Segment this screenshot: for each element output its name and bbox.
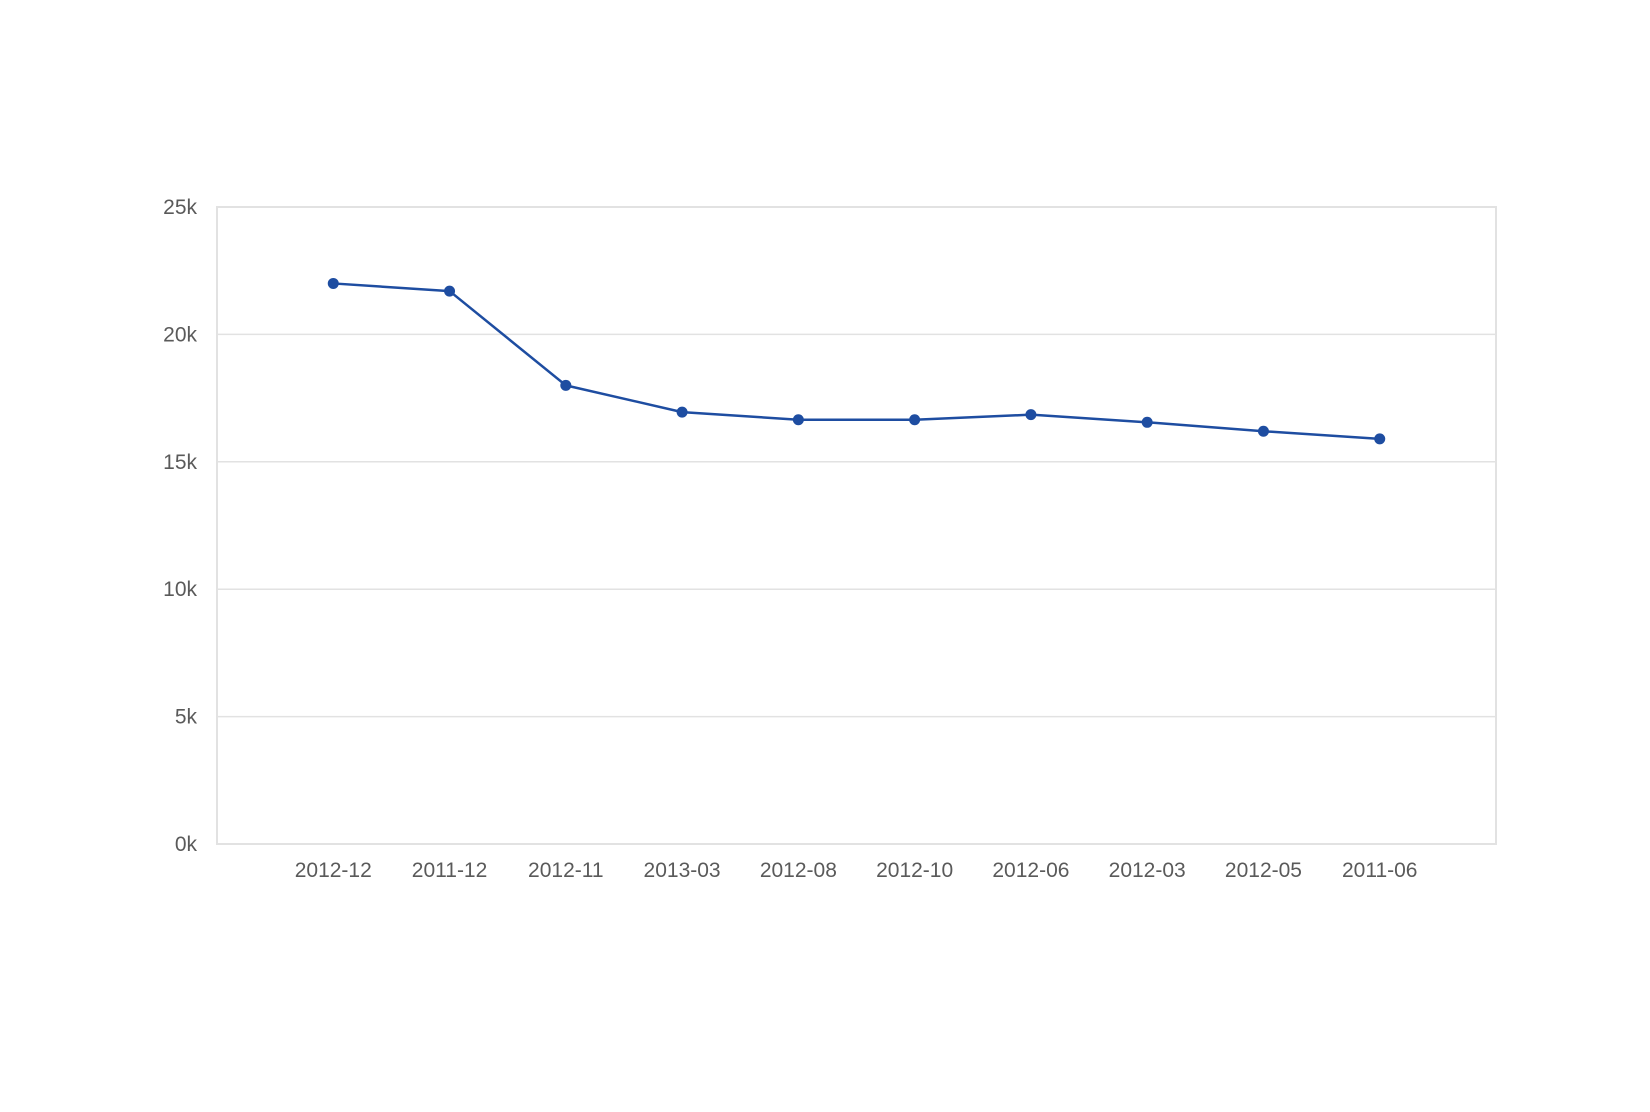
y-axis-tick-label: 10k bbox=[163, 578, 197, 601]
data-point bbox=[444, 285, 456, 297]
y-axis-tick-label: 15k bbox=[163, 451, 197, 474]
data-point bbox=[1025, 409, 1037, 421]
data-point bbox=[1141, 416, 1153, 428]
x-axis-tick-label: 2011-06 bbox=[1342, 859, 1418, 882]
y-axis-tick-label: 5k bbox=[175, 706, 198, 729]
data-point bbox=[792, 414, 804, 426]
plot-border bbox=[216, 206, 1497, 845]
data-line bbox=[332, 282, 1381, 441]
x-axis-tick-label: 2012-08 bbox=[760, 859, 837, 882]
y-axis-tick-label: 0k bbox=[175, 833, 198, 856]
x-axis-tick-label: 2012-12 bbox=[295, 859, 372, 882]
data-point bbox=[676, 406, 688, 418]
x-axis-tick-label: 2012-10 bbox=[876, 859, 953, 882]
data-point bbox=[1257, 425, 1269, 437]
x-axis-tick-label: 2012-03 bbox=[1109, 859, 1186, 882]
data-point bbox=[327, 277, 339, 289]
x-axis-tick-label: 2012-11 bbox=[528, 859, 604, 882]
data-point bbox=[909, 414, 921, 426]
y-axis-tick-label: 20k bbox=[163, 323, 197, 346]
data-point bbox=[560, 379, 572, 391]
x-axis-tick-label: 2012-06 bbox=[992, 859, 1069, 882]
data-point bbox=[1374, 433, 1386, 445]
x-axis-tick-label: 2012-05 bbox=[1225, 859, 1302, 882]
x-axis-tick-label: 2013-03 bbox=[644, 859, 721, 882]
x-axis-tick-label: 2011-12 bbox=[412, 859, 488, 882]
y-axis-tick-label: 25k bbox=[163, 196, 197, 219]
